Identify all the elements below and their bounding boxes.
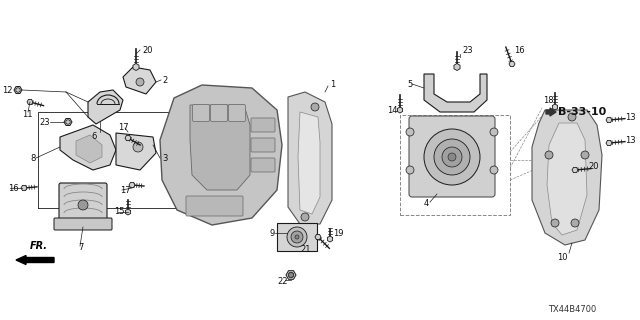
Circle shape: [301, 213, 309, 221]
Polygon shape: [532, 110, 602, 245]
Text: 12: 12: [2, 85, 13, 94]
Polygon shape: [509, 61, 515, 67]
Polygon shape: [572, 167, 578, 172]
Polygon shape: [133, 63, 139, 70]
Text: 6: 6: [92, 132, 97, 140]
Text: 15: 15: [114, 207, 125, 217]
Polygon shape: [190, 105, 250, 190]
Circle shape: [490, 166, 498, 174]
Circle shape: [551, 219, 559, 227]
Circle shape: [78, 200, 88, 210]
Circle shape: [406, 166, 414, 174]
Polygon shape: [160, 85, 282, 225]
Circle shape: [490, 128, 498, 136]
Polygon shape: [298, 112, 320, 214]
Polygon shape: [125, 135, 131, 140]
Polygon shape: [60, 125, 116, 170]
Polygon shape: [288, 92, 332, 224]
Circle shape: [406, 128, 414, 136]
Circle shape: [571, 219, 579, 227]
Circle shape: [448, 153, 456, 161]
Text: 16: 16: [8, 183, 19, 193]
FancyArrow shape: [546, 108, 556, 116]
Polygon shape: [454, 63, 460, 70]
Polygon shape: [129, 182, 135, 188]
FancyBboxPatch shape: [193, 105, 209, 122]
Circle shape: [545, 151, 553, 159]
Text: 5: 5: [407, 79, 412, 89]
Polygon shape: [286, 271, 296, 279]
FancyBboxPatch shape: [54, 218, 112, 230]
Circle shape: [581, 151, 589, 159]
Text: 4: 4: [424, 199, 429, 209]
FancyBboxPatch shape: [251, 118, 275, 132]
Text: TX44B4700: TX44B4700: [548, 305, 596, 314]
Circle shape: [136, 78, 144, 86]
FancyBboxPatch shape: [251, 158, 275, 172]
FancyBboxPatch shape: [409, 116, 495, 197]
Text: 17: 17: [118, 123, 129, 132]
Text: 14: 14: [387, 106, 397, 115]
Text: 23: 23: [462, 45, 472, 54]
Polygon shape: [397, 107, 403, 113]
Polygon shape: [64, 118, 72, 125]
Circle shape: [424, 129, 480, 185]
Text: 9: 9: [269, 228, 275, 237]
Polygon shape: [116, 133, 156, 170]
Text: 19: 19: [333, 228, 344, 237]
Text: FR.: FR.: [30, 241, 48, 251]
FancyBboxPatch shape: [59, 183, 107, 223]
FancyBboxPatch shape: [186, 196, 243, 216]
Text: B-33-10: B-33-10: [558, 107, 606, 117]
Text: 22: 22: [277, 277, 287, 286]
Text: 13: 13: [625, 113, 636, 122]
Polygon shape: [424, 74, 487, 112]
FancyBboxPatch shape: [228, 105, 246, 122]
Polygon shape: [315, 235, 321, 240]
Polygon shape: [606, 117, 612, 123]
Polygon shape: [277, 223, 317, 251]
Polygon shape: [27, 100, 33, 105]
Text: 23: 23: [40, 117, 50, 126]
Circle shape: [289, 273, 294, 277]
Polygon shape: [88, 90, 123, 124]
Circle shape: [434, 139, 470, 175]
Text: 11: 11: [22, 109, 33, 118]
Circle shape: [311, 103, 319, 111]
Text: 8: 8: [30, 154, 35, 163]
Text: 13: 13: [625, 135, 636, 145]
Polygon shape: [21, 185, 27, 191]
Polygon shape: [606, 140, 612, 146]
Polygon shape: [76, 135, 102, 163]
Text: 17: 17: [120, 186, 131, 195]
Polygon shape: [547, 123, 587, 235]
Polygon shape: [125, 209, 131, 215]
Ellipse shape: [287, 227, 307, 247]
Text: 20: 20: [142, 45, 152, 54]
Bar: [400, 115, 510, 215]
Polygon shape: [328, 236, 333, 242]
Text: 3: 3: [162, 154, 168, 163]
Circle shape: [568, 113, 576, 121]
Polygon shape: [14, 86, 22, 93]
FancyBboxPatch shape: [211, 105, 227, 122]
Circle shape: [295, 235, 299, 239]
Text: 18: 18: [543, 95, 554, 105]
Text: 7: 7: [78, 244, 83, 252]
FancyBboxPatch shape: [251, 138, 275, 152]
Text: 21: 21: [300, 245, 310, 254]
Text: 16: 16: [514, 45, 525, 54]
Text: 20: 20: [588, 162, 598, 171]
FancyArrow shape: [16, 255, 54, 265]
Text: 2: 2: [162, 76, 167, 84]
Text: 1: 1: [330, 79, 335, 89]
Circle shape: [133, 142, 143, 152]
Polygon shape: [123, 67, 156, 94]
Circle shape: [442, 147, 462, 167]
Circle shape: [291, 231, 303, 243]
Text: 10: 10: [557, 252, 568, 261]
Polygon shape: [552, 104, 557, 110]
